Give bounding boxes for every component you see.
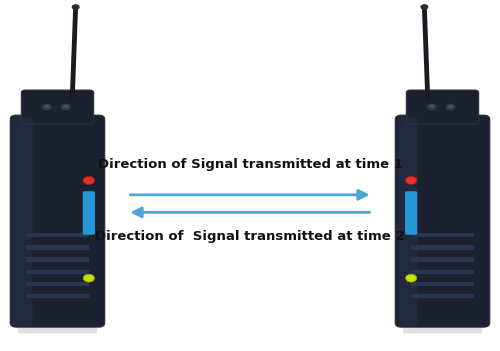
Bar (411, 245, 474, 250)
Circle shape (430, 105, 434, 108)
FancyBboxPatch shape (395, 115, 490, 327)
Text: Direction of Signal transmitted at time 1: Direction of Signal transmitted at time … (98, 158, 403, 172)
Circle shape (83, 274, 94, 282)
Bar (26, 270, 89, 274)
FancyBboxPatch shape (397, 117, 417, 326)
FancyBboxPatch shape (82, 191, 95, 235)
FancyBboxPatch shape (22, 90, 94, 124)
Bar (411, 270, 474, 274)
Circle shape (406, 176, 417, 185)
Circle shape (420, 4, 428, 10)
Circle shape (406, 274, 417, 282)
FancyBboxPatch shape (403, 319, 482, 333)
Circle shape (448, 105, 453, 108)
Bar (26, 282, 89, 286)
Bar (26, 257, 89, 262)
Bar (411, 282, 474, 286)
Bar (411, 294, 474, 298)
Text: Direction of  Signal transmitted at time 2: Direction of Signal transmitted at time … (95, 230, 405, 244)
Circle shape (83, 176, 94, 185)
Bar (26, 294, 89, 298)
Circle shape (426, 103, 437, 111)
Bar (26, 245, 89, 250)
Bar (26, 233, 89, 237)
Circle shape (60, 103, 71, 111)
Bar (411, 233, 474, 237)
Circle shape (64, 105, 68, 108)
Circle shape (44, 105, 50, 108)
FancyBboxPatch shape (10, 115, 105, 327)
FancyBboxPatch shape (405, 191, 417, 235)
Circle shape (446, 103, 456, 111)
Circle shape (42, 103, 52, 111)
Bar (411, 257, 474, 262)
Circle shape (72, 4, 80, 10)
FancyBboxPatch shape (12, 117, 32, 326)
FancyBboxPatch shape (406, 90, 478, 124)
FancyBboxPatch shape (18, 319, 97, 333)
